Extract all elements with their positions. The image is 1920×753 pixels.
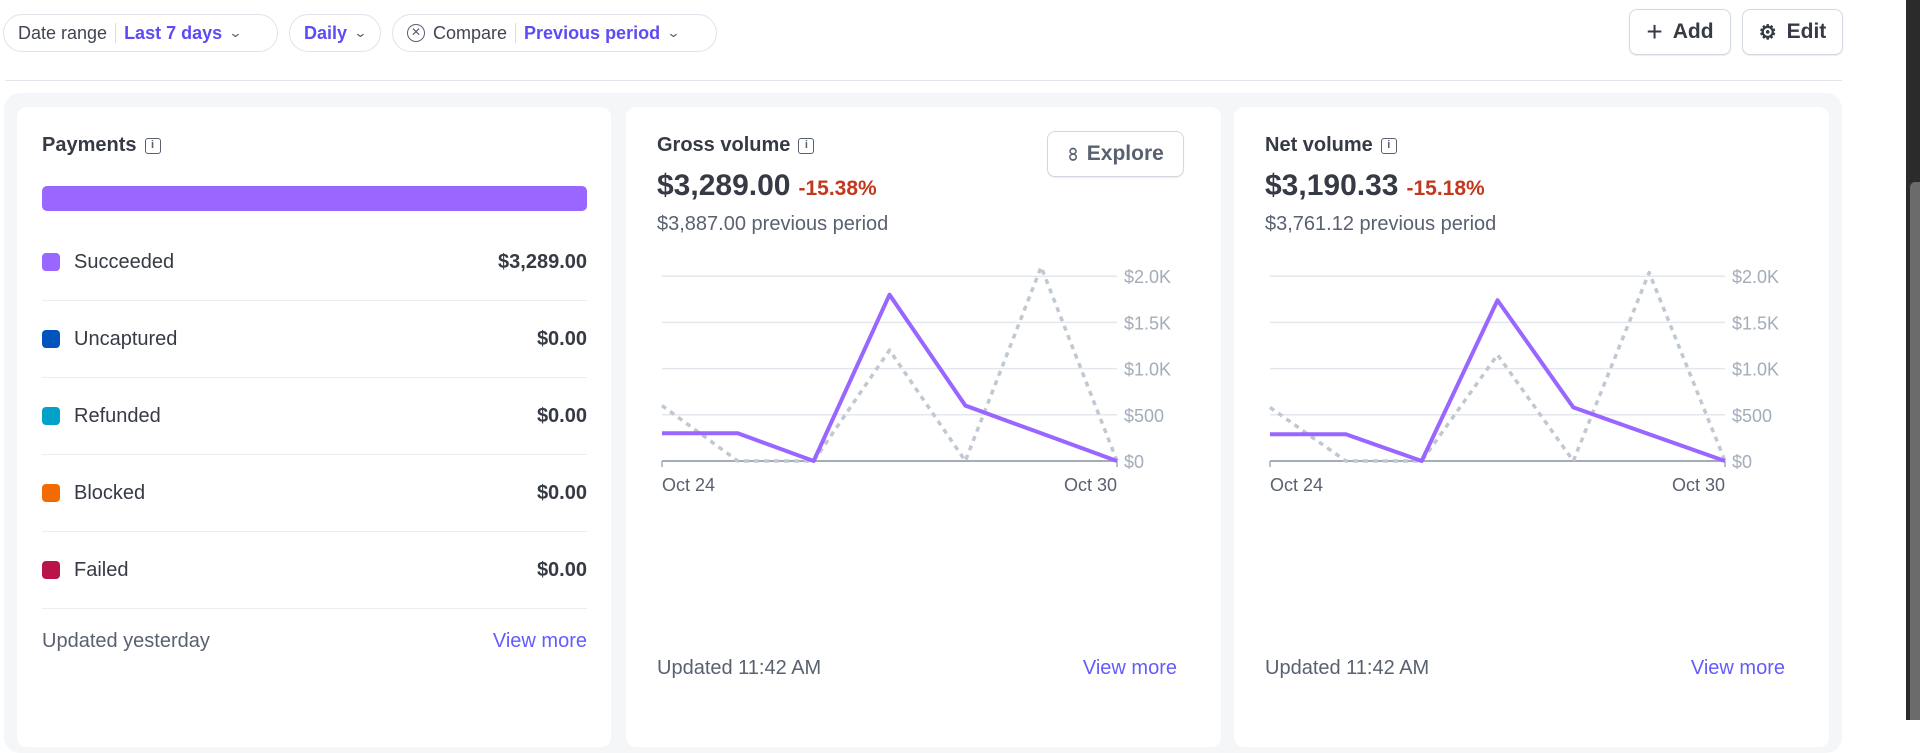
row-label: Failed xyxy=(74,558,129,581)
separator xyxy=(515,23,517,43)
gear-icon: ⚙ xyxy=(1758,21,1777,44)
scrollbar-thumb[interactable] xyxy=(1910,182,1920,720)
status-color-dot xyxy=(42,561,60,579)
current-period-line xyxy=(662,292,1118,463)
status-color-dot xyxy=(42,407,60,425)
payments-title: Payments i xyxy=(42,134,161,157)
y-tick-label: $0 xyxy=(1124,452,1144,472)
row-amount: $0.00 xyxy=(536,404,587,427)
row-label: Refunded xyxy=(74,404,161,427)
net-view-more-link[interactable]: View more xyxy=(1690,657,1785,679)
gross-view-more-link[interactable]: View more xyxy=(1082,657,1177,679)
divider xyxy=(5,80,1842,81)
row-label: Blocked xyxy=(74,481,146,504)
edit-button[interactable]: ⚙ Edit xyxy=(1742,9,1843,55)
payment-row-refunded: Refunded $0.00 xyxy=(42,378,587,455)
chevron-down-icon: ⌄ xyxy=(353,25,368,40)
net-amount: $3,190.33 xyxy=(1265,169,1399,202)
gross-change: -15.38% xyxy=(798,177,877,200)
y-tick-label: $500 xyxy=(1124,406,1164,426)
payments-view-more-link[interactable]: View more xyxy=(492,630,587,652)
date-range-value: Last 7 days xyxy=(124,22,223,43)
gross-volume-card: Gross volume i 𝟾 Explore $3,289.00 -15.38% … xyxy=(626,107,1221,747)
title-text: Payments xyxy=(42,134,137,156)
row-amount: $0.00 xyxy=(536,481,587,504)
date-range-filter[interactable]: Date range Last 7 days ⌄ xyxy=(3,14,278,52)
status-color-dot xyxy=(42,253,60,271)
row-label: Succeeded xyxy=(74,250,175,273)
info-icon[interactable]: i xyxy=(1380,137,1397,154)
explore-label: Explore xyxy=(1086,142,1164,165)
x-tick-label: Oct 30 xyxy=(1672,475,1725,495)
payment-row-failed: Failed $0.00 xyxy=(42,532,587,609)
y-tick-label: $500 xyxy=(1732,406,1772,426)
previous-period-line xyxy=(1268,270,1727,463)
payment-row-blocked: Blocked $0.00 xyxy=(42,455,587,532)
payment-row-succeeded: Succeeded $3,289.00 xyxy=(42,224,587,301)
payments-updated: Updated yesterday xyxy=(42,630,210,652)
net-volume-card: Net volume i $3,190.33 -15.18% $3,761.12 p… xyxy=(1234,107,1829,747)
compare-value: Previous period xyxy=(524,22,661,43)
interval-filter[interactable]: Daily ⌄ xyxy=(289,14,381,52)
gross-amount: $3,289.00 xyxy=(657,169,791,202)
gross-updated: Updated 11:42 AM xyxy=(657,657,822,679)
row-amount: $0.00 xyxy=(536,327,587,350)
plus-icon: + xyxy=(1646,16,1663,47)
y-tick-label: $1.0K xyxy=(1124,360,1171,380)
clear-compare-icon[interactable]: ✕ xyxy=(407,24,425,42)
info-icon[interactable]: i xyxy=(144,137,161,154)
chevron-down-icon: ⌄ xyxy=(228,25,243,40)
y-tick-label: $1.5K xyxy=(1124,313,1171,333)
explore-button[interactable]: 𝟾 Explore xyxy=(1047,131,1184,177)
payment-row-uncaptured: Uncaptured $0.00 xyxy=(42,301,587,378)
status-color-dot xyxy=(42,330,60,348)
row-amount: $0.00 xyxy=(536,558,587,581)
add-button[interactable]: + Add xyxy=(1629,9,1731,55)
y-tick-label: $2.0K xyxy=(1732,267,1779,287)
y-tick-label: $0 xyxy=(1732,452,1752,472)
net-amount-row: $3,190.33 -15.18% xyxy=(1265,169,1485,203)
y-tick-label: $1.0K xyxy=(1732,360,1779,380)
row-label: Uncaptured xyxy=(74,327,178,350)
x-tick-label: Oct 30 xyxy=(1064,475,1117,495)
payments-card: Payments i Succeeded $3,289.00 Uncaptured $0… xyxy=(17,107,611,747)
previous-period-line xyxy=(660,265,1119,463)
payments-bar xyxy=(42,186,587,211)
compare-filter[interactable]: ✕ Compare Previous period ⌄ xyxy=(392,14,717,52)
net-change: -15.18% xyxy=(1406,177,1485,200)
y-tick-label: $2.0K xyxy=(1124,267,1171,287)
row-amount: $3,289.00 xyxy=(498,250,587,273)
x-tick-label: Oct 24 xyxy=(1270,475,1323,495)
status-color-dot xyxy=(42,484,60,502)
gross-title: Gross volume i xyxy=(657,134,815,157)
date-range-label: Date range xyxy=(18,22,108,43)
title-text: Gross volume xyxy=(657,134,791,156)
gross-previous: $3,887.00 previous period xyxy=(657,213,889,235)
compare-label: Compare xyxy=(433,22,508,43)
title-text: Net volume xyxy=(1265,134,1373,156)
binoculars-icon: 𝟾 xyxy=(1067,143,1079,164)
net-previous: $3,761.12 previous period xyxy=(1265,213,1497,235)
y-tick-label: $1.5K xyxy=(1732,313,1779,333)
edit-label: Edit xyxy=(1786,20,1827,43)
interval-value: Daily xyxy=(304,22,348,43)
gross-amount-row: $3,289.00 -15.38% xyxy=(657,169,877,203)
info-icon[interactable]: i xyxy=(798,137,815,154)
net-title: Net volume i xyxy=(1265,134,1397,157)
add-label: Add xyxy=(1672,20,1714,43)
x-tick-label: Oct 24 xyxy=(662,475,715,495)
chevron-down-icon: ⌄ xyxy=(666,25,681,40)
current-period-line xyxy=(1270,298,1726,463)
net-updated: Updated 11:42 AM xyxy=(1265,657,1430,679)
separator xyxy=(115,23,117,43)
